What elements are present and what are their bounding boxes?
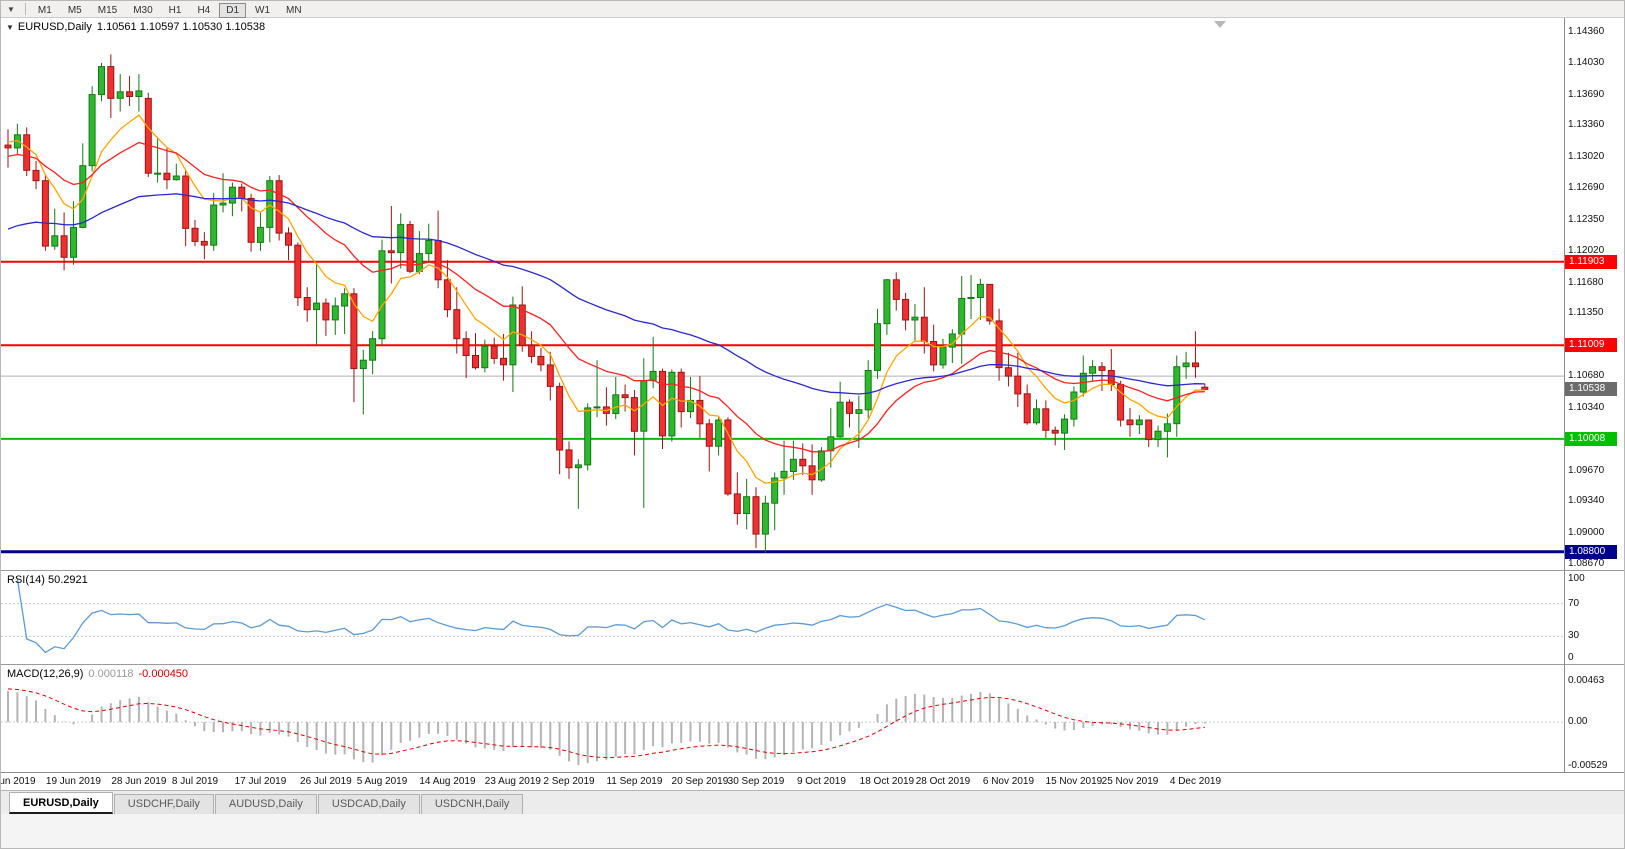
time-axis-label: 11 Sep 2019: [606, 776, 663, 787]
hline-price-tag: 1.08800: [1565, 544, 1617, 559]
rsi-canvas[interactable]: [1, 572, 1625, 664]
time-axis-label: 17 Jul 2019: [234, 776, 287, 787]
chart-menu-icon[interactable]: ▼: [6, 23, 14, 32]
time-axis-label: 8 Jul 2019: [171, 776, 219, 787]
time-axis-label: 5 Aug 2019: [356, 776, 408, 787]
time-axis-label: 19 Jun 2019: [45, 776, 101, 787]
rsi-label: RSI(14) 50.2921: [7, 574, 88, 586]
time-axis-label: 14 Aug 2019: [419, 776, 476, 787]
time-axis-label: 15 Nov 2019: [1045, 776, 1103, 787]
time-axis-label: 26 Jul 2019: [300, 776, 352, 787]
price-axis-label: 1.11350: [1568, 307, 1604, 319]
rsi-axis-label: 70: [1568, 597, 1580, 609]
time-axis-label: 20 Sep 2019: [671, 776, 729, 787]
panel-resize-handle[interactable]: [1, 664, 1624, 666]
price-axis-label: 1.09340: [1568, 495, 1605, 507]
timeframe-button-mn[interactable]: MN: [279, 3, 309, 18]
price-axis-label: 1.09670: [1568, 464, 1605, 476]
tab-usdcnh-daily[interactable]: USDCNH,Daily: [420, 794, 524, 814]
price-axis-label: 1.08670: [1568, 558, 1605, 569]
tab-audusd-daily[interactable]: AUDUSD,Daily: [214, 794, 317, 814]
macd-signal-value: -0.000450: [138, 668, 189, 680]
price-axis-label: 1.13690: [1568, 88, 1605, 100]
price-axis-label: 1.10340: [1568, 401, 1605, 413]
macd-canvas[interactable]: [1, 666, 1625, 772]
main-chart-panel: ▼ EURUSD,Daily 1.10561 1.10597 1.10530 1.1…: [1, 18, 1625, 570]
timeframe-button-d1[interactable]: D1: [219, 3, 247, 18]
time-axis-label: 28 Oct 2019: [915, 776, 971, 787]
timeframe-button-h4[interactable]: H4: [190, 3, 217, 18]
toolbar: ▼ M1 M5 M15 M30 H1 H4 D1 W1 MN: [1, 1, 1624, 18]
tab-usdchf-daily[interactable]: USDCHF,Daily: [113, 794, 214, 814]
timeframe-button-m5[interactable]: M5: [61, 3, 89, 18]
price-axis-divider: [1564, 18, 1565, 772]
macd-axis-label: -0.00529: [1568, 760, 1608, 771]
tab-usdcad-daily[interactable]: USDCAD,Daily: [317, 794, 420, 814]
hline-price-tag: 1.11009: [1565, 338, 1617, 353]
macd-name: MACD(12,26,9): [7, 668, 84, 680]
price-axis-label: 1.10680: [1568, 370, 1605, 382]
chart-symbol-label: EURUSD,Daily: [17, 21, 92, 33]
time-axis-label: 10 Jun 2019: [0, 776, 36, 787]
time-axis-label: 30 Sep 2019: [727, 776, 785, 787]
rsi-axis-label: 100: [1568, 573, 1585, 584]
timeframe-button-w1[interactable]: W1: [248, 3, 277, 18]
status-area: [1, 814, 1624, 848]
current-price-tag: 1.10538: [1565, 382, 1617, 397]
tab-eurusd-daily[interactable]: EURUSD,Daily: [9, 792, 113, 814]
time-axis-label: 23 Aug 2019: [484, 776, 541, 787]
timeframe-button-m1[interactable]: M1: [31, 3, 59, 18]
panel-resize-handle[interactable]: [1, 570, 1624, 572]
rsi-indicator-panel: RSI(14) 50.2921 100 70 30 0: [1, 572, 1625, 664]
rsi-axis-label: 0: [1568, 652, 1574, 663]
price-chart-canvas[interactable]: [1, 18, 1625, 570]
hline-price-tag: 1.10008: [1565, 431, 1617, 446]
price-axis-label: 1.14360: [1568, 26, 1605, 37]
price-axis-label: 1.12020: [1568, 244, 1605, 256]
rsi-axis-label: 30: [1568, 630, 1580, 642]
time-axis-label: 9 Oct 2019: [796, 776, 846, 787]
macd-axis-label: 0.00: [1568, 716, 1588, 728]
chart-tab-bar: EURUSD,Daily USDCHF,Daily AUDUSD,Daily USDC…: [1, 790, 1624, 814]
price-axis-label: 1.11680: [1568, 276, 1604, 288]
time-axis-label: 28 Jun 2019: [111, 776, 167, 787]
timeframe-button-h1[interactable]: H1: [162, 3, 189, 18]
toolbar-separator: [24, 3, 26, 15]
chart-ohlc-values: 1.10561 1.10597 1.10530 1.10538: [96, 21, 266, 33]
time-axis-label: 4 Dec 2019: [1169, 776, 1222, 787]
price-axis-label: 1.09000: [1568, 527, 1605, 539]
time-axis[interactable]: 10 Jun 2019 19 Jun 2019 28 Jun 2019 8 Jul 2…: [0, 772, 1624, 790]
timeframe-toolbar: M1 M5 M15 M30 H1 H4 D1 W1 MN: [30, 1, 310, 18]
chart-ohlc-readout: ▼ EURUSD,Daily 1.10561 1.10597 1.10530 1.1…: [6, 21, 270, 33]
timeframe-button-m15[interactable]: M15: [91, 3, 124, 18]
price-axis-label: 1.13020: [1568, 151, 1605, 163]
price-axis-label: 1.12350: [1568, 213, 1605, 225]
price-axis-label: 1.13360: [1568, 119, 1605, 131]
timeframe-button-m30[interactable]: M30: [126, 3, 159, 18]
macd-main-value: 0.000118: [88, 668, 134, 680]
time-axis-label: 25 Nov 2019: [1101, 776, 1159, 787]
price-axis-label: 1.14030: [1568, 56, 1605, 68]
macd-label: MACD(12,26,9) 0.000118 -0.000450: [7, 668, 193, 680]
time-axis-label: 2 Sep 2019: [543, 776, 595, 787]
toolbar-dropdown-icon[interactable]: ▼: [7, 4, 15, 14]
time-axis-label: 18 Oct 2019: [859, 776, 915, 787]
macd-axis-label: 0.00463: [1568, 675, 1605, 686]
time-axis-label: 6 Nov 2019: [982, 776, 1035, 787]
hline-price-tag: 1.11903: [1565, 254, 1617, 269]
price-axis-label: 1.12690: [1568, 182, 1605, 194]
macd-indicator-panel: MACD(12,26,9) 0.000118 -0.000450 0.00463 0.…: [1, 666, 1625, 772]
